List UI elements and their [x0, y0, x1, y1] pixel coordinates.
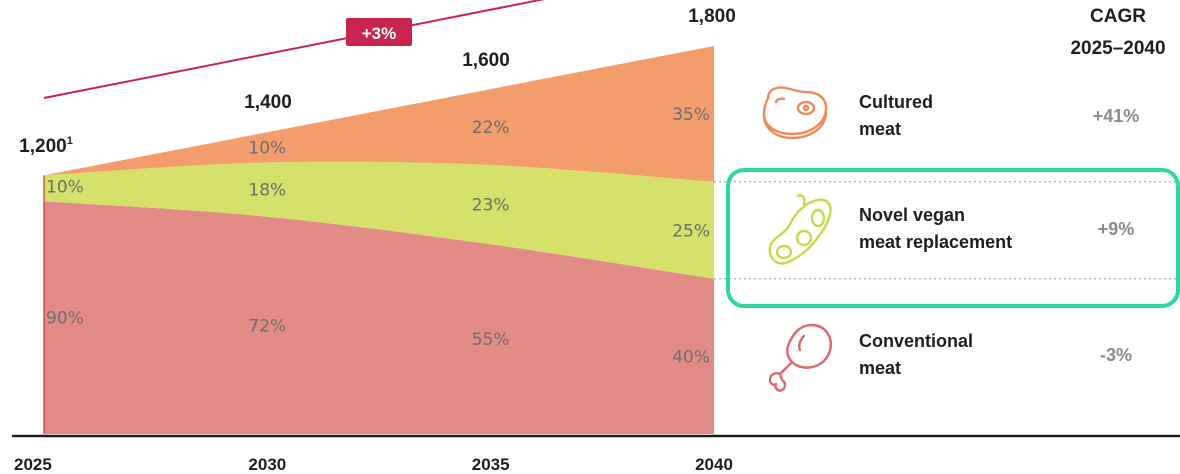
cagr-value-cultured-meat: +41% — [1093, 106, 1140, 126]
x-tick-2035: 2035 — [472, 455, 510, 474]
x-tick-2030: 2030 — [248, 455, 286, 474]
total-label-2025: 1,2001 — [19, 135, 73, 157]
pct-label-cultured-meat-2030: 10% — [248, 138, 286, 158]
percent-labels: 90% 72% 55% 40% 10% 18% 23% 25% 10% 22% 35% — [46, 105, 710, 367]
cagr-header-line2: 2025–2040 — [1070, 38, 1165, 59]
pct-label-conventional-meat-2030: 72% — [248, 316, 286, 336]
total-label-2040: 1,800 — [688, 6, 736, 27]
legend-label-cultured-meat-2: meat — [859, 119, 901, 139]
pct-label-conventional-meat-2040: 40% — [672, 347, 710, 367]
growth-badge — [346, 18, 412, 46]
legend-label-conventional-meat-1: Conventional — [859, 331, 973, 351]
trend-line — [43, 0, 545, 99]
x-axis: 2025 2030 2035 2040 — [12, 434, 1180, 474]
pct-label-novel-vegan-meat-replacement-2035: 23% — [472, 196, 510, 216]
legend-label-novel-vegan-meat-replacement-2: meat replacement — [859, 232, 1012, 252]
pct-label-novel-vegan-meat-replacement-2025: 10% — [46, 177, 84, 197]
pct-label-cultured-meat-2035: 22% — [472, 118, 510, 138]
soybean-icon — [768, 194, 832, 265]
pct-label-conventional-meat-2025: 90% — [46, 309, 84, 329]
total-label-2035: 1,600 — [462, 50, 510, 71]
legend-row-cultured-meat: Cultured meat +41% — [762, 86, 1140, 140]
total-labels: 1,2001 1,400 1,600 1,800 — [19, 6, 736, 157]
area-novel-vegan-meat-replacement — [44, 161, 714, 279]
area-cultured-meat — [44, 46, 714, 182]
growth-badge-label: +3% — [362, 24, 397, 43]
area-conventional-meat — [44, 201, 714, 434]
highlight-box — [726, 168, 1180, 308]
cagr-header-line1: CAGR — [1090, 6, 1146, 27]
total-label-2030: 1,400 — [244, 92, 292, 113]
pct-label-novel-vegan-meat-replacement-2040: 25% — [672, 221, 710, 241]
pct-label-novel-vegan-meat-replacement-2030: 18% — [248, 181, 286, 201]
drumstick-icon — [768, 323, 832, 392]
pct-label-conventional-meat-2035: 55% — [472, 330, 510, 350]
steak-icon — [762, 86, 828, 140]
total-footnote: 1 — [67, 135, 73, 147]
stacked-areas — [43, 46, 714, 434]
legend-row-conventional-meat: Conventional meat -3% — [768, 323, 1132, 392]
growth-trend: +3% — [43, 0, 545, 99]
cagr-value-novel-vegan-meat-replacement: +9% — [1098, 219, 1135, 239]
x-tick-2040: 2040 — [695, 455, 733, 474]
legend-label-novel-vegan-meat-replacement-1: Novel vegan — [859, 205, 965, 225]
pct-label-cultured-meat-2040: 35% — [672, 105, 710, 125]
legend-label-conventional-meat-2: meat — [859, 358, 901, 378]
cagr-value-conventional-meat: -3% — [1100, 345, 1132, 365]
legend-row-novel-vegan-meat-replacement: Novel vegan meat replacement +9% — [768, 194, 1135, 265]
legend-label-cultured-meat-1: Cultured — [859, 92, 933, 112]
legend-panel: CAGR 2025–2040 Cultured meat +41% Novel vegan… — [714, 6, 1180, 392]
x-tick-2025: 2025 — [14, 455, 52, 474]
